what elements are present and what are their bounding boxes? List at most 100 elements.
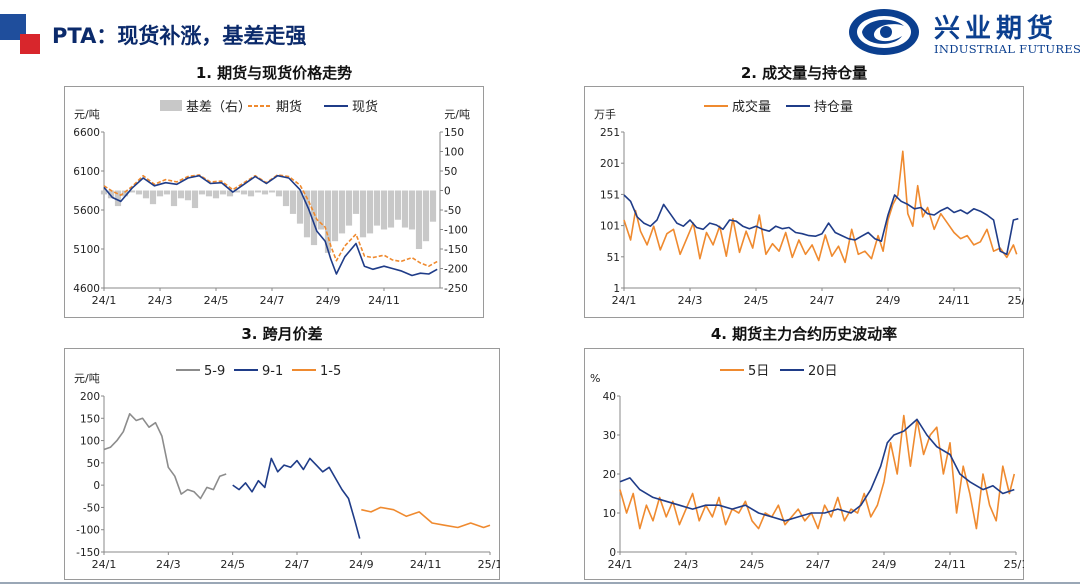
legend-label: 基差（右） xyxy=(186,100,251,115)
series-line-0 xyxy=(623,150,1018,264)
chart3-title: 3. 跨月价差 xyxy=(241,325,323,343)
basis-bar xyxy=(352,190,360,214)
y-tick-right-label: -100 xyxy=(444,225,468,237)
series-line-0 xyxy=(103,413,227,500)
y-tick-label: 50 xyxy=(87,458,100,470)
y-tick-right-label: -150 xyxy=(444,244,468,256)
chart-price-trend: 元/吨 元/吨 4600 5100 5600 6100 6600 -250 -200 -150 -1… xyxy=(64,86,484,318)
basis-bar xyxy=(142,190,150,199)
chart-volatility: % 0 10 20 30 40 24/1 24/3 24/5 24/7 24/9 24/11 25/1 5… xyxy=(584,348,1024,580)
x-tick-label: 24/5 xyxy=(744,294,769,307)
basis-bar xyxy=(254,190,262,193)
legend-label: 5日 xyxy=(748,364,769,379)
basis-bar xyxy=(226,190,234,197)
x-tick-label: 24/9 xyxy=(349,558,374,571)
legend-label: 5-9 xyxy=(204,364,225,379)
x-tick-label: 24/11 xyxy=(410,558,442,571)
x-tick-label: 24/1 xyxy=(612,294,637,307)
y-axis-label: 元/吨 xyxy=(74,108,100,121)
x-tick-label: 25/1 xyxy=(1008,294,1024,307)
chart1-title: 1. 期货与现货价格走势 xyxy=(195,64,353,82)
basis-bar xyxy=(359,190,367,238)
series-line-1 xyxy=(619,418,1015,522)
x-tick-label: 25/1 xyxy=(478,558,500,571)
y-tick-label: 0 xyxy=(93,480,100,492)
x-tick-label: 24/7 xyxy=(285,558,310,571)
y-tick-right-label: -50 xyxy=(444,205,461,217)
basis-bar xyxy=(275,190,283,197)
y-tick-label: 10 xyxy=(603,508,616,520)
x-tick-label: 24/9 xyxy=(876,294,901,307)
brand-name-en: INDUSTRIAL FUTURES xyxy=(934,42,1080,56)
y-tick-right-label: 50 xyxy=(444,166,457,178)
x-tick-label: 24/7 xyxy=(260,294,285,307)
basis-bar xyxy=(303,190,311,238)
x-tick-label: 25/1 xyxy=(1004,558,1024,571)
basis-bar xyxy=(177,190,185,199)
basis-bar xyxy=(289,190,297,214)
y-axis-label: 万手 xyxy=(594,107,616,121)
x-tick-label: 24/1 xyxy=(92,558,117,571)
basis-bar xyxy=(205,190,213,197)
x-tick-label: 24/7 xyxy=(810,294,835,307)
basis-bar xyxy=(408,190,416,230)
y-tick-label: 200 xyxy=(80,391,100,403)
y-tick-label: 1 xyxy=(613,283,620,295)
x-tick-label: 24/11 xyxy=(938,294,970,307)
legend-label: 9-1 xyxy=(262,364,283,379)
series-line-1 xyxy=(232,457,361,539)
chart-frame xyxy=(584,348,1024,580)
x-tick-label: 24/7 xyxy=(806,558,831,571)
y-axis-label: 元/吨 xyxy=(74,372,100,385)
y-tick-label: -100 xyxy=(76,525,100,537)
y-axis-label: % xyxy=(590,372,600,385)
basis-bar xyxy=(170,190,178,207)
basis-bar xyxy=(219,190,227,195)
y-tick-label: 5600 xyxy=(73,205,100,217)
x-tick-label: 24/11 xyxy=(368,294,400,307)
brand-logo: 兴业期货 INDUSTRIAL FUTURES xyxy=(846,6,1080,58)
legend-label: 成交量 xyxy=(732,99,771,115)
y-tick-label: 0 xyxy=(609,547,616,559)
y-tick-label: 6100 xyxy=(73,166,100,178)
basis-bar xyxy=(380,190,388,230)
y-tick-label: 251 xyxy=(600,127,620,139)
y-tick-label: 151 xyxy=(600,189,620,201)
basis-bar xyxy=(282,190,290,207)
legend-label: 持仓量 xyxy=(814,100,853,115)
basis-bar xyxy=(191,190,199,209)
y-tick-label: 6600 xyxy=(73,127,100,139)
y-tick-right-label: -200 xyxy=(444,264,468,276)
y-tick-label: 40 xyxy=(603,391,616,403)
y-tick-label: 101 xyxy=(600,221,620,233)
basis-bar xyxy=(338,190,346,234)
legend-label: 20日 xyxy=(808,364,838,379)
basis-bar xyxy=(366,190,374,234)
series-line-0 xyxy=(619,414,1016,530)
basis-bar xyxy=(310,190,318,246)
x-tick-label: 24/5 xyxy=(740,558,765,571)
chart-frame xyxy=(64,348,500,580)
logo-squares-icon xyxy=(0,14,44,58)
x-tick-label: 24/3 xyxy=(156,558,181,571)
series-line-1 xyxy=(623,194,1019,256)
basis-bar xyxy=(156,190,164,197)
x-tick-label: 24/1 xyxy=(92,294,117,307)
basis-bar xyxy=(198,190,206,195)
legend-label: 期货 xyxy=(276,99,302,115)
basis-bar xyxy=(324,190,332,253)
y-tick-label: 4600 xyxy=(73,283,100,295)
x-tick-label: 24/3 xyxy=(148,294,173,307)
x-tick-label: 24/9 xyxy=(872,558,897,571)
basis-bar xyxy=(261,190,269,195)
x-tick-label: 24/5 xyxy=(204,294,229,307)
series-line-2 xyxy=(361,506,491,529)
chart-calendar-spread: 元/吨 -150 -100 -50 0 50 100 150 200 24/1 24/3 24/5 24… xyxy=(64,348,500,580)
y-tick-label: 51 xyxy=(607,252,620,264)
basis-bar xyxy=(212,190,220,199)
y-tick-label: 20 xyxy=(603,469,616,481)
y-tick-right-label: 100 xyxy=(444,147,464,159)
basis-bar xyxy=(240,190,248,195)
chart-frame xyxy=(584,86,1024,318)
y-tick-right-label: 150 xyxy=(444,127,464,139)
